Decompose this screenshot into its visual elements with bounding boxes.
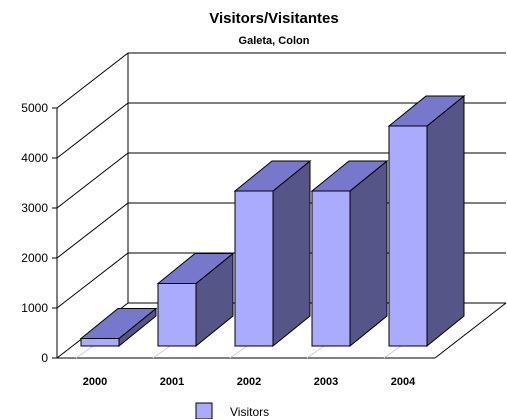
gridline-depth xyxy=(56,102,129,159)
x-tick-label: 2000 xyxy=(83,376,107,388)
x-tick-label: 2001 xyxy=(160,376,184,388)
legend-label: Visitors xyxy=(230,405,269,419)
y-tick-label: 5000 xyxy=(21,101,48,115)
bar xyxy=(306,159,389,359)
bar-side xyxy=(349,159,388,348)
bar-front xyxy=(388,125,428,347)
y-tick-label: 1000 xyxy=(21,301,48,315)
y-axis-ticks: 0 1000 2000 3000 4000 5000 xyxy=(21,101,57,365)
legend-swatch xyxy=(195,402,213,419)
bar xyxy=(383,94,466,359)
gridline-depth xyxy=(56,52,129,109)
bar xyxy=(152,252,235,359)
bar-front xyxy=(234,190,274,347)
x-tick-label: 2002 xyxy=(237,376,261,388)
gridline-depth xyxy=(56,152,129,209)
floor-right-edge xyxy=(434,302,507,359)
x-tick-label: 2004 xyxy=(391,376,416,388)
bar-side xyxy=(426,94,465,348)
y-tick-label: 2000 xyxy=(21,251,48,265)
y-tick-label: 3000 xyxy=(21,201,48,215)
bar-side xyxy=(272,159,311,348)
chart-title: Visitors/Visitantes xyxy=(209,10,339,27)
bar xyxy=(75,307,158,359)
bar xyxy=(229,159,312,359)
bar-front xyxy=(80,338,120,347)
legend: Visitors xyxy=(195,402,269,419)
y-tick-label: 4000 xyxy=(21,151,48,165)
bars xyxy=(75,94,466,359)
chart-subtitle: Galeta, Colon xyxy=(239,35,310,47)
x-tick-label: 2003 xyxy=(314,376,338,388)
gridline-depth xyxy=(56,202,129,259)
bar-front xyxy=(157,283,197,347)
gridline-depth xyxy=(56,252,129,309)
y-tick-label: 0 xyxy=(41,351,48,365)
x-axis-ticks: 2000 2001 2002 2003 2004 xyxy=(83,376,416,388)
bar-front xyxy=(311,190,351,347)
